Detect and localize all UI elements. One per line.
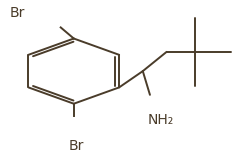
- Text: Br: Br: [69, 139, 84, 153]
- Text: NH₂: NH₂: [148, 113, 174, 127]
- Text: Br: Br: [10, 6, 25, 20]
